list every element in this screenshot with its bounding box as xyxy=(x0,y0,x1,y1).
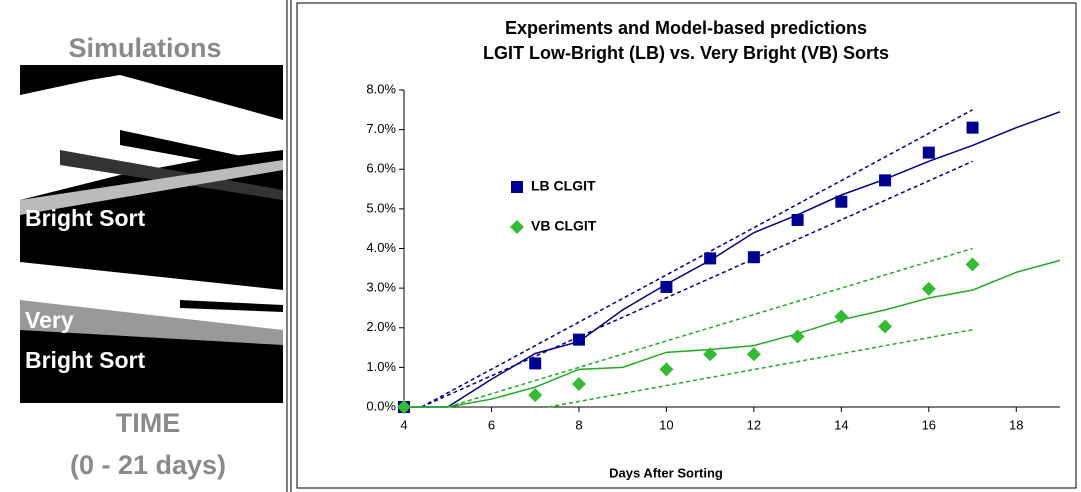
data-point xyxy=(879,174,892,187)
data-point xyxy=(966,121,979,134)
x-tick-label: 12 xyxy=(747,417,761,432)
model-line xyxy=(421,160,973,408)
data-point xyxy=(572,333,585,346)
y-tick-label: 1.0% xyxy=(366,359,396,374)
data-point xyxy=(528,388,543,403)
legend-marker xyxy=(510,220,524,234)
image-label: Bright Sort xyxy=(25,205,145,231)
model-line xyxy=(404,259,1061,408)
chart-frame xyxy=(296,2,1077,489)
data-point xyxy=(571,377,586,392)
legend-label: LB CLGIT xyxy=(531,178,596,194)
data-point xyxy=(660,280,673,293)
y-tick-label: 2.0% xyxy=(366,319,396,334)
y-tick-label: 0.0% xyxy=(366,398,396,413)
data-point xyxy=(659,362,674,377)
data-point xyxy=(791,213,804,226)
y-tick-label: 4.0% xyxy=(366,240,396,255)
panel-footer: (0 - 21 days) xyxy=(70,450,226,480)
model-line xyxy=(548,328,973,408)
model-line xyxy=(447,247,973,408)
panel-footer: TIME xyxy=(116,408,181,438)
data-point xyxy=(703,347,718,362)
data-point xyxy=(529,357,542,370)
data-point xyxy=(921,281,936,296)
data-point xyxy=(878,319,893,334)
y-tick-label: 7.0% xyxy=(366,121,396,136)
legend-label: VB CLGIT xyxy=(531,218,597,234)
data-point xyxy=(397,400,411,414)
chart-title: Experiments and Model-based predictions xyxy=(505,18,867,38)
legend-marker xyxy=(511,181,523,193)
data-point xyxy=(704,252,717,265)
image-label: Low xyxy=(25,165,71,191)
data-point xyxy=(922,146,935,159)
image-label: Very xyxy=(25,307,74,333)
y-tick-label: 5.0% xyxy=(366,200,396,215)
x-tick-label: 18 xyxy=(1009,417,1023,432)
image-label: Bright Sort xyxy=(25,347,145,373)
chart-title: LGIT Low-Bright (LB) vs. Very Bright (VB… xyxy=(483,43,889,63)
x-tick-label: 4 xyxy=(400,417,407,432)
data-point xyxy=(746,347,761,362)
data-point xyxy=(834,309,849,324)
model-line xyxy=(421,109,973,408)
simulation-image xyxy=(20,65,283,235)
x-tick-label: 6 xyxy=(488,417,495,432)
data-point xyxy=(835,195,848,208)
y-tick-label: 6.0% xyxy=(366,161,396,176)
y-tick-label: 3.0% xyxy=(366,280,396,295)
data-point xyxy=(747,251,760,264)
y-tick-label: 8.0% xyxy=(366,81,396,96)
x-tick-label: 16 xyxy=(922,417,936,432)
x-tick-label: 14 xyxy=(834,417,848,432)
data-point xyxy=(965,257,980,272)
panel-heading: Simulations xyxy=(68,33,221,63)
x-axis-label: Days After Sorting xyxy=(609,465,723,480)
x-tick-label: 8 xyxy=(575,417,582,432)
data-point xyxy=(790,329,805,344)
x-tick-label: 10 xyxy=(659,417,673,432)
simulation-image xyxy=(20,233,283,403)
